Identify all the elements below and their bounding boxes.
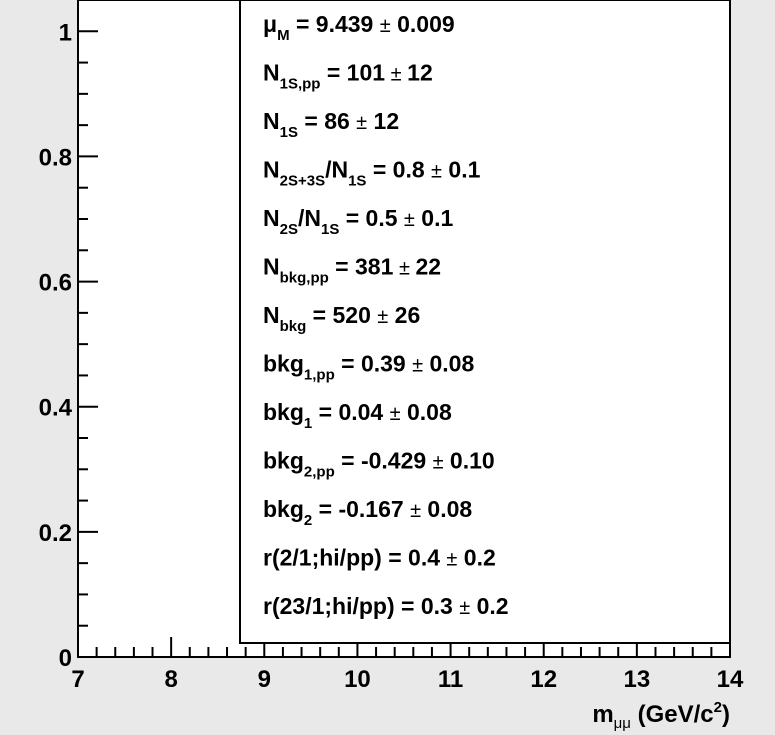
fit-parameter-row: Nbkg = 520 ± 26 xyxy=(263,302,420,335)
x-tick-label: 13 xyxy=(624,666,651,693)
x-tick-label: 12 xyxy=(530,666,557,693)
fit-parameter-row: r(23/1;hi/pp) = 0.3 ± 0.2 xyxy=(263,593,509,619)
parameter-box-frame xyxy=(239,0,731,644)
x-axis-title: mμμ (GeV/c2) xyxy=(592,699,730,732)
y-axis: 0 0.2 0.4 0.6 0.8 1 xyxy=(39,0,98,672)
fit-parameter-row: μM = 9.439 ± 0.009 xyxy=(263,11,455,44)
fit-parameter-row: N2S/N1S = 0.5 ± 0.1 xyxy=(263,205,453,238)
x-tick-label: 7 xyxy=(71,666,84,693)
x-tick-label: 10 xyxy=(344,666,371,693)
x-tick-label: 9 xyxy=(258,666,271,693)
fit-parameter-row: N1S = 86 ± 12 xyxy=(263,108,399,141)
fit-parameter-row: bkg1,pp = 0.39 ± 0.08 xyxy=(263,351,474,384)
y-tick-label: 0.4 xyxy=(39,395,73,422)
y-tick-label: 0.2 xyxy=(39,520,72,547)
x-tick-label: 8 xyxy=(164,666,177,693)
fit-parameter-row: r(2/1;hi/pp) = 0.4 ± 0.2 xyxy=(263,545,496,571)
y-tick-label: 0.8 xyxy=(39,144,72,171)
fit-parameter-row: bkg2 = -0.167 ± 0.08 xyxy=(263,496,472,529)
y-tick-label: 0.6 xyxy=(39,270,72,297)
x-tick-label: 11 xyxy=(438,666,463,693)
y-tick-label: 1 xyxy=(59,19,72,46)
fit-parameter-row: Nbkg,pp = 381 ± 22 xyxy=(263,254,441,287)
fit-parameter-row: N2S+3S/N1S = 0.8 ± 0.1 xyxy=(263,157,481,190)
x-tick-label: 14 xyxy=(717,666,744,693)
fit-parameter-row: bkg2,pp = -0.429 ± 0.10 xyxy=(263,448,495,481)
fit-parameter-row: bkg1 = 0.04 ± 0.08 xyxy=(263,399,452,432)
y-tick-label: 0 xyxy=(59,645,72,672)
x-axis: 7 8 9 10 11 12 13 14 xyxy=(71,637,744,693)
fit-parameters-box: μM = 9.439 ± 0.009 N1S,pp = 101 ± 12 N1S =… xyxy=(239,0,731,644)
fit-parameter-row: N1S,pp = 101 ± 12 xyxy=(263,60,433,93)
